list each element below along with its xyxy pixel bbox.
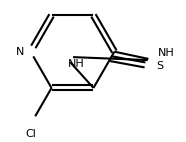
Text: Cl: Cl — [25, 129, 36, 139]
Text: N: N — [16, 47, 24, 57]
Text: NH: NH — [68, 59, 84, 69]
Text: NH: NH — [158, 48, 174, 58]
Text: S: S — [157, 61, 164, 71]
